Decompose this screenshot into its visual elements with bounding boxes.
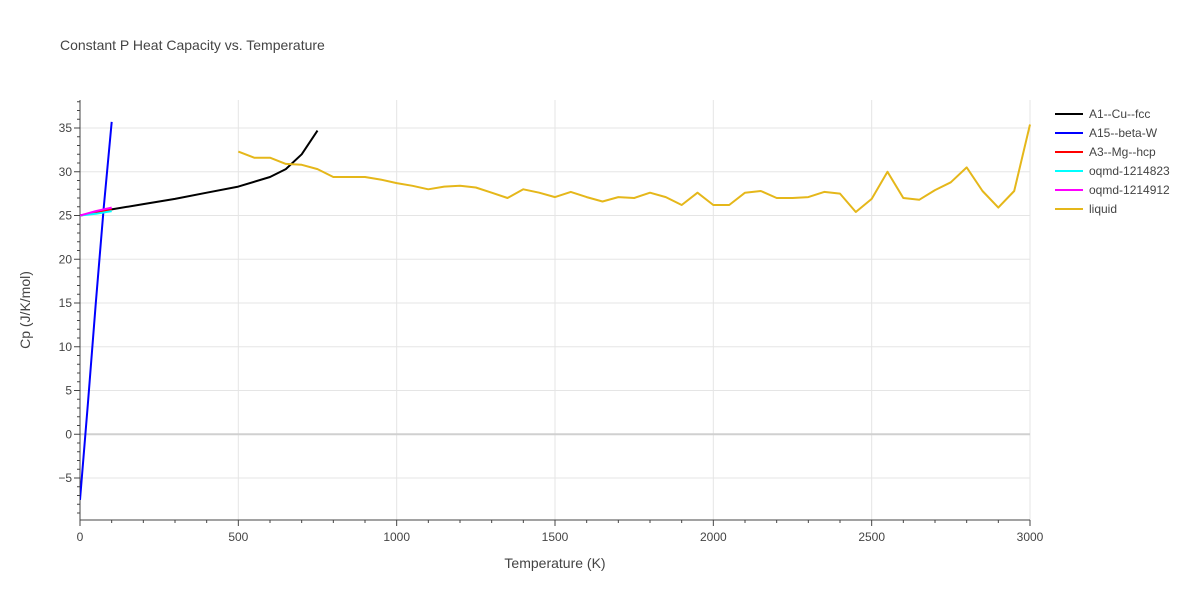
y-tick-label: 0 <box>65 427 72 441</box>
axes-layer: 0 500 1000 1500 2000 2500 3000 −5 0 5 10 15 20 25 30 35 <box>58 100 1044 544</box>
legend-item-label: A3--Mg--hcp <box>1089 145 1156 159</box>
y-tick-label: 20 <box>59 252 73 266</box>
x-tick-label: 1500 <box>542 530 569 544</box>
x-tick-label: 2000 <box>700 530 727 544</box>
legend-item-label: A15--beta-W <box>1089 126 1158 140</box>
y-tick-label: 30 <box>59 165 73 179</box>
y-tick-label: −5 <box>58 471 72 485</box>
x-tick-label: 1000 <box>383 530 410 544</box>
series-line-a15-beta-w <box>80 121 113 500</box>
y-tick-label: 15 <box>59 296 73 310</box>
y-tick-label: 5 <box>65 384 72 398</box>
legend[interactable]: A1--Cu--fcc A15--beta-W A3--Mg--hcp oqmd-12… <box>1055 107 1170 216</box>
x-tick-label: 2500 <box>858 530 885 544</box>
y-tick-label: 35 <box>59 121 73 135</box>
y-tick-label: 10 <box>59 340 73 354</box>
series-line-a1-cu-fcc <box>80 130 319 217</box>
series-line-oqmd-1214912 <box>80 206 112 217</box>
y-tick-label: 25 <box>59 209 73 223</box>
legend-item-label: A1--Cu--fcc <box>1089 107 1150 121</box>
series-line-liquid <box>237 124 1031 213</box>
x-tick-label: 500 <box>228 530 248 544</box>
chart-title: Constant P Heat Capacity vs. Temperature <box>60 37 325 53</box>
x-tick-label: 3000 <box>1017 530 1044 544</box>
x-tick-label: 0 <box>77 530 84 544</box>
x-axis-title: Temperature (K) <box>504 555 605 571</box>
grid-layer <box>80 100 1031 520</box>
y-axis-title: Cp (J/K/mol) <box>17 271 33 349</box>
legend-item-label: oqmd-1214912 <box>1089 183 1170 197</box>
legend-item-label: liquid <box>1089 202 1117 216</box>
legend-item-label: oqmd-1214823 <box>1089 164 1170 178</box>
series-layer <box>80 121 1031 500</box>
